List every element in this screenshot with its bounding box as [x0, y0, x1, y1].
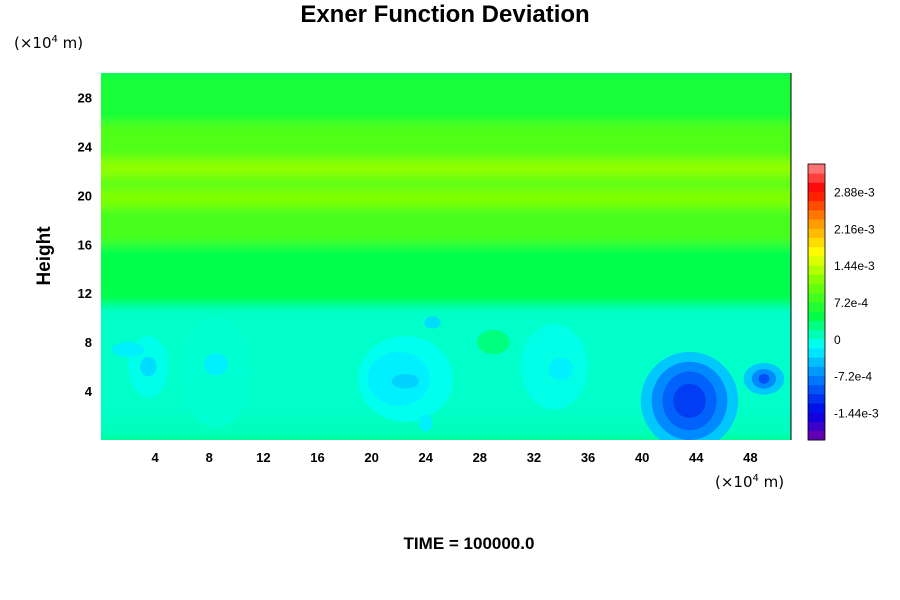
y-axis-unit: (×104 m)	[14, 34, 83, 52]
colorbar-segment	[808, 283, 825, 294]
x-tick-label: 48	[743, 450, 757, 465]
colorbar-tick-label: 2.88e-3	[834, 186, 875, 200]
colorbar-tick-label: 1.44e-3	[834, 259, 875, 273]
colorbar-segment	[808, 173, 825, 183]
time-annotation: TIME = 100000.0	[404, 534, 535, 553]
field-band	[101, 121, 791, 159]
colorbar-segment	[808, 403, 825, 413]
contour-field	[101, 73, 791, 440]
colorbar-segment	[808, 412, 825, 422]
x-tick-label: 12	[256, 450, 270, 465]
colorbar-segment	[808, 366, 825, 376]
colorbar-segment	[808, 274, 825, 284]
colorbar-segment	[808, 430, 825, 441]
x-axis-ticks: 4 8 12 16 20 24 28 32 36 40 44 48	[152, 450, 758, 465]
y-axis-label: Height	[34, 226, 55, 286]
colorbar-segment	[808, 375, 825, 386]
field-band	[101, 158, 791, 177]
field-anomaly	[418, 414, 433, 432]
colorbar	[807, 163, 826, 441]
x-tick-label: 8	[206, 450, 213, 465]
field-anomaly	[477, 329, 510, 355]
colorbar-segment	[808, 200, 825, 211]
x-tick-label: 40	[635, 450, 649, 465]
y-tick-label: 4	[85, 384, 93, 399]
x-axis-unit: (×104 m)	[715, 473, 784, 491]
x-tick-label: 36	[581, 450, 595, 465]
x-tick-label: 32	[527, 450, 541, 465]
x-tick-label: 28	[473, 450, 487, 465]
field-features	[111, 316, 785, 440]
colorbar-tick-label: 0	[834, 333, 841, 347]
y-tick-label: 28	[78, 90, 92, 105]
colorbar-segment	[808, 246, 825, 257]
colorbar-segment	[808, 292, 825, 303]
colorbar-tick-label: 7.2e-4	[834, 296, 868, 310]
field-anomaly	[140, 356, 157, 377]
colorbar-segment	[808, 228, 825, 238]
colorbar-segment	[808, 357, 825, 367]
colorbar-segment	[808, 256, 825, 266]
x-tick-label: 4	[152, 450, 160, 465]
colorbar-segment	[808, 311, 825, 321]
colorbar-segment	[808, 191, 825, 202]
field-anomaly	[673, 383, 706, 418]
field-anomaly	[758, 373, 770, 384]
colorbar-segment	[808, 237, 825, 248]
colorbar-segment	[808, 182, 825, 192]
x-tick-label: 44	[689, 450, 704, 465]
colorbar-segment	[808, 164, 825, 174]
field-anomaly	[424, 316, 441, 329]
colorbar-segment	[808, 348, 825, 358]
colorbar-segment	[808, 384, 825, 395]
y-tick-label: 24	[78, 139, 93, 154]
colorbar-ticks: 2.88e-3 2.16e-3 1.44e-3 7.2e-4 0 -7.2e-4 -1.44…	[834, 186, 879, 421]
colorbar-frame	[807, 163, 826, 441]
y-tick-label: 20	[78, 188, 92, 203]
field-anomaly	[203, 353, 229, 376]
y-tick-label: 16	[78, 237, 92, 252]
field-band	[101, 73, 791, 122]
field-anomaly	[111, 342, 145, 357]
colorbar-tick-label: -1.44e-3	[834, 406, 879, 420]
field-band	[101, 244, 791, 306]
colorbar-segment	[808, 338, 825, 349]
colorbar-segment	[808, 302, 825, 312]
field-band	[101, 176, 791, 190]
colorbar-segment	[808, 329, 825, 340]
colorbar-segment	[808, 265, 825, 275]
x-tick-label: 20	[364, 450, 378, 465]
colorbar-segment	[808, 219, 825, 229]
y-axis-ticks: 4 8 12 16 20 24 28	[78, 90, 93, 399]
field-anomaly	[548, 358, 574, 381]
y-tick-label: 12	[78, 286, 92, 301]
colorbar-segment	[808, 394, 825, 404]
colorbar-tick-label: -7.2e-4	[834, 370, 872, 384]
plot-area	[101, 73, 792, 440]
field-band	[101, 207, 791, 245]
colorbar-tick-label: 2.16e-3	[834, 222, 875, 236]
field-anomaly	[391, 373, 419, 389]
y-tick-label: 8	[85, 335, 92, 350]
colorbar-segment	[808, 210, 825, 220]
chart-title: Exner Function Deviation	[300, 1, 589, 28]
colorbar-segment	[808, 320, 825, 330]
x-tick-label: 16	[310, 450, 324, 465]
x-tick-label: 24	[418, 450, 433, 465]
field-band	[101, 189, 791, 208]
colorbar-segment	[808, 421, 825, 432]
